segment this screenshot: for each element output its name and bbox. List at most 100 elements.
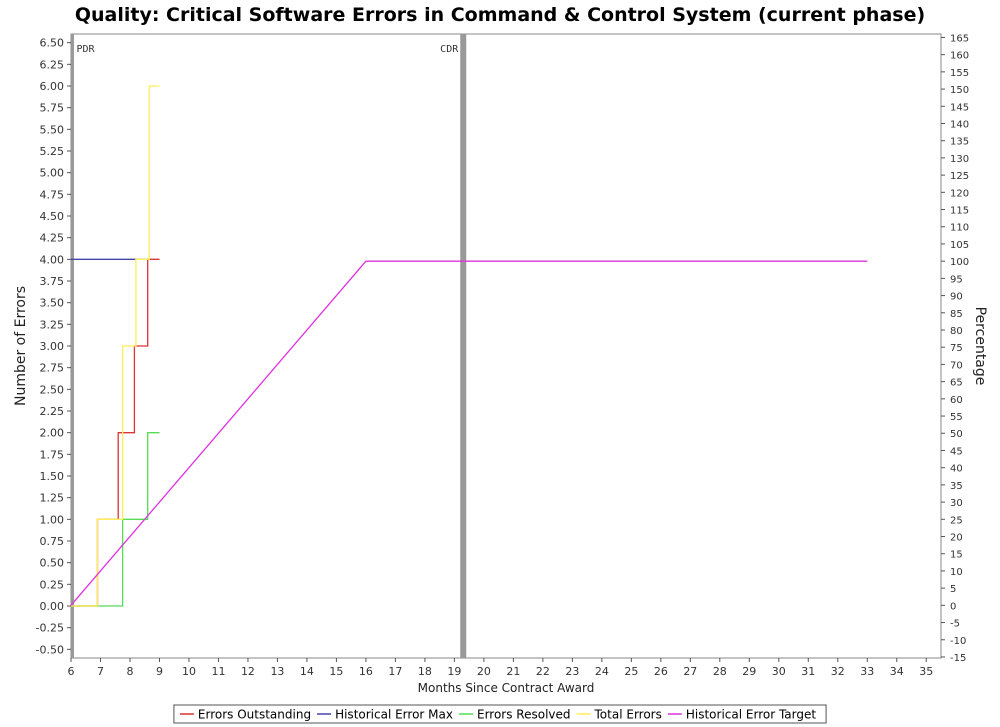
x-tick-label: 34: [890, 665, 904, 678]
x-tick-label: 6: [68, 665, 75, 678]
y2-tick-label: 140: [950, 119, 969, 130]
y-tick-label: 4.00: [40, 253, 65, 266]
y2-tick-label: -10: [950, 636, 966, 647]
y2-tick-label: 165: [950, 33, 969, 44]
x-tick-label: 15: [329, 665, 343, 678]
y2-tick-label: 145: [950, 102, 969, 113]
y-tick-label: 0.25: [40, 578, 65, 591]
x-tick-label: 18: [418, 665, 432, 678]
y-tick-label: -0.25: [36, 622, 64, 635]
x-axis: 6 7 8 9 10 11 12 13 14 15 16 17 18 19 20 21 22 23 24 25 26 27…: [68, 658, 933, 678]
x-tick-label: 24: [595, 665, 609, 678]
milestone-label-pdr: PDR: [76, 44, 95, 55]
y-tick-label: 3.00: [40, 340, 65, 353]
y-tick-label: 5.25: [40, 145, 65, 158]
x-tick-label: 8: [126, 665, 133, 678]
x-tick-label: 19: [447, 665, 461, 678]
y-tick-label: 5.50: [40, 123, 65, 136]
y2-tick-label: 150: [950, 85, 969, 96]
y-tick-label: 3.25: [40, 318, 65, 331]
milestone-label-cdr: CDR: [440, 44, 459, 55]
legend-item-label: Historical Error Target: [686, 708, 817, 722]
x-tick-label: 9: [156, 665, 163, 678]
y2-tick-label: 105: [950, 240, 969, 251]
x-tick-label: 32: [831, 665, 845, 678]
x-tick-label: 23: [565, 665, 579, 678]
y-tick-label: -0.50: [36, 643, 64, 656]
y-tick-label: 2.25: [40, 405, 65, 418]
y2-tick-label: 160: [950, 51, 969, 62]
y-tick-label: 1.25: [40, 492, 65, 505]
series-lines: [70, 85, 868, 607]
legend-item-label: Historical Error Max: [335, 708, 453, 722]
x-tick-label: 22: [536, 665, 550, 678]
y-tick-label: 4.50: [40, 210, 65, 223]
y-tick-label: 0.50: [40, 557, 65, 570]
y2-tick-label: 135: [950, 137, 969, 148]
series-line-total-errors: [71, 85, 160, 607]
y2-tick-label: 85: [950, 309, 963, 320]
y-tick-label: 5.00: [40, 167, 65, 180]
y2-tick-label: 155: [950, 68, 969, 79]
x-tick-label: 33: [860, 665, 874, 678]
x-tick-label: 28: [713, 665, 727, 678]
y2-tick-label: 15: [950, 550, 963, 561]
y-tick-label: 0.75: [40, 535, 65, 548]
y-tick-label: 6.25: [40, 58, 65, 71]
y-tick-label: 3.50: [40, 297, 65, 310]
y2-tick-label: 5: [950, 584, 956, 595]
x-tick-label: 21: [506, 665, 520, 678]
y2-tick-label: 45: [950, 446, 963, 457]
y2-tick-label: 80: [950, 326, 963, 337]
milestone-markers: PDR CDR: [70, 34, 467, 658]
y2-tick-label: 90: [950, 292, 963, 303]
series-line-historical-error-target: [70, 260, 868, 606]
legend-item-label: Errors Outstanding: [198, 708, 311, 722]
x-tick-label: 7: [97, 665, 104, 678]
x-tick-label: 10: [182, 665, 196, 678]
milestone-line-pdr: [70, 34, 74, 658]
x-tick-label: 30: [772, 665, 786, 678]
y-axis-left: -0.50 -0.25 0.00 0.25 0.50 0.75 1.00 1.25 1.50 1.…: [36, 37, 71, 656]
legend: Errors Outstanding Historical Error Max Er…: [173, 704, 827, 724]
y2-tick-label: -5: [950, 619, 960, 630]
y2-tick-label: 120: [950, 188, 969, 199]
x-tick-label: 31: [801, 665, 815, 678]
x-axis-label: Months Since Contract Award: [418, 681, 595, 695]
y-tick-label: 2.00: [40, 427, 65, 440]
y-tick-label: 4.75: [40, 188, 65, 201]
x-tick-label: 13: [270, 665, 284, 678]
x-tick-label: 17: [388, 665, 402, 678]
y2-tick-label: 130: [950, 154, 969, 165]
y2-tick-label: 55: [950, 412, 963, 423]
y-tick-label: 4.25: [40, 232, 65, 245]
y2-tick-label: 40: [950, 464, 963, 475]
y2-tick-label: 10: [950, 567, 963, 578]
y-axis-right: -15 -10 -5 0 5 10 15 20 25 30 35 40 45 50 55 60 65 70 75 80…: [941, 33, 969, 664]
y2-tick-label: 115: [950, 206, 969, 217]
y-tick-label: 2.50: [40, 383, 65, 396]
chart-title: Quality: Critical Software Errors in Com…: [75, 4, 925, 26]
x-tick-label: 20: [477, 665, 491, 678]
y-tick-label: 0.00: [40, 600, 65, 613]
x-tick-label: 14: [300, 665, 314, 678]
y2-tick-label: 50: [950, 429, 963, 440]
y-tick-label: 3.75: [40, 275, 65, 288]
y2-tick-label: 75: [950, 343, 963, 354]
x-tick-label: 12: [241, 665, 255, 678]
y-tick-label: 1.75: [40, 448, 65, 461]
y2-tick-label: 25: [950, 515, 963, 526]
y2-tick-label: 35: [950, 481, 963, 492]
y2-tick-label: 30: [950, 498, 963, 509]
y2-tick-label: 60: [950, 395, 963, 406]
x-tick-label: 11: [211, 665, 225, 678]
x-tick-label: 35: [919, 665, 933, 678]
y-tick-label: 1.50: [40, 470, 65, 483]
x-tick-label: 25: [624, 665, 638, 678]
y2-tick-label: 70: [950, 360, 963, 371]
y2-tick-label: 0: [950, 601, 956, 612]
y2-tick-label: 20: [950, 533, 963, 544]
y2-tick-label: -15: [950, 653, 966, 664]
x-tick-label: 27: [683, 665, 697, 678]
